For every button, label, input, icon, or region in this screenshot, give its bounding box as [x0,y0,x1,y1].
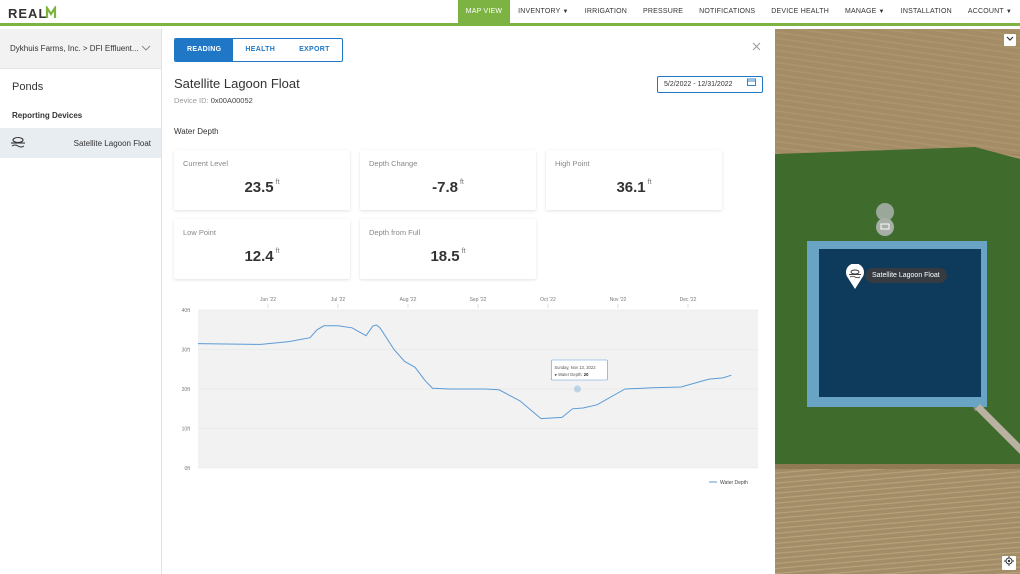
map-imagery [775,29,1020,574]
stat-card-depth-from-full: Depth from Full 18.5 ft [360,219,536,279]
stat-label: Current Level [183,159,229,168]
date-range-picker[interactable]: 5/2/2022 - 12/31/2022 [657,76,763,93]
sidebar: Dykhuis Farms, Inc. > DFI Effluent... Po… [0,29,162,574]
x-tick-label: Aug '22 [400,297,417,303]
x-tick-label: Dec '22 [680,297,697,303]
x-tick-label: Jun '22 [260,297,276,303]
device-detail-panel: READING HEALTH EXPORT Satellite Lagoon Flo… [163,29,775,574]
float-device-icon [10,136,26,150]
nav-installation[interactable]: INSTALLATION [900,8,952,15]
stat-card-depth-change: Depth Change -7.8 ft [360,150,536,210]
nav-inventory[interactable]: INVENTORY ▼ [518,8,569,15]
hover-point [573,385,581,393]
ponds-heading: Ponds [12,81,44,93]
device-id: Device ID: 0x00A00052 [174,96,253,105]
stat-value: -7.8 ft [432,179,464,196]
x-tick-label: Oct '22 [540,297,556,303]
x-tick-label: Jul '22 [331,297,346,303]
water-depth-heading: Water Depth [174,127,219,136]
nav-device-health[interactable]: DEVICE HEALTH [771,8,829,15]
tab-group: READING HEALTH EXPORT [174,38,343,62]
map-marker-label: Satellite Lagoon Float [865,268,947,283]
stat-card-current-level: Current Level 23.5 ft [174,150,350,210]
nav-manage[interactable]: MANAGE ▼ [845,8,885,15]
y-tick-label: 10ft [182,427,191,433]
stat-value: 18.5 ft [430,248,466,265]
x-tick-label: Sep '22 [470,297,487,303]
x-tick-label: Nov '22 [610,297,627,303]
chevron-down-icon [141,43,151,54]
device-label: Satellite Lagoon Float [73,138,151,148]
water-depth-chart[interactable]: 40ft 30ft 20ft 10ft 0ft Jun '22 Jul '22 Aug '22… [174,291,766,491]
stat-value: 36.1 ft [616,179,652,196]
close-icon[interactable] [752,40,761,54]
tab-health[interactable]: HEALTH [245,46,276,53]
tab-reading[interactable]: READING [175,39,234,61]
reporting-devices-heading: Reporting Devices [12,111,83,120]
y-tick-label: 20ft [182,387,191,393]
stat-value: 23.5 ft [244,179,280,196]
y-tick-label: 0ft [184,466,190,472]
map-layers-dropdown-icon[interactable] [1004,34,1016,46]
tab-export[interactable]: EXPORT [299,46,330,53]
nav-map-view[interactable]: MAP VIEW [457,0,511,24]
nav-pressure[interactable]: PRESSURE [643,8,684,15]
caret-down-icon: ▼ [878,9,885,15]
legend-label: Water Depth [720,480,748,486]
stat-label: High Point [555,159,590,168]
stat-value: 12.4 ft [244,248,280,265]
stat-label: Low Point [183,228,216,237]
stat-label: Depth Change [369,159,418,168]
device-title: Satellite Lagoon Float [174,76,300,91]
calendar-icon [747,77,756,92]
date-range-value: 5/2/2022 - 12/31/2022 [664,81,733,88]
y-tick-label: 40ft [182,308,191,314]
y-tick-label: 30ft [182,348,191,354]
top-navbar: REAL MAP VIEW INVENTORY ▼ IRRIGATION PRESSUR… [0,0,1020,26]
chart-tooltip [551,359,608,381]
breadcrumb-text: Dykhuis Farms, Inc. > DFI Effluent... [10,44,139,53]
locate-icon[interactable] [1002,556,1016,570]
tooltip-value-number: 20 [584,372,589,377]
stat-card-high-point: High Point 36.1 ft [546,150,722,210]
caret-down-icon: ▼ [1005,9,1012,15]
realm-logo[interactable]: REAL [8,6,60,20]
map-marker-secondary[interactable] [876,203,895,239]
stat-label: Depth from Full [369,228,421,237]
device-row[interactable]: Satellite Lagoon Float [0,128,161,158]
tooltip-value: ● Water Depth: 20 [554,372,589,377]
tooltip-date: Sunday, Nov 13, 2022 [554,365,596,370]
caret-down-icon: ▼ [562,9,569,15]
breadcrumb-selector[interactable]: Dykhuis Farms, Inc. > DFI Effluent... [0,29,161,69]
svg-text:REAL: REAL [8,6,47,20]
main-nav: MAP VIEW INVENTORY ▼ IRRIGATION PRESSURE NOTI… [457,0,1020,24]
series-line-water-depth [197,324,732,420]
nav-notifications[interactable]: NOTIFICATIONS [699,8,756,15]
nav-account[interactable]: ACCOUNT ▼ [967,8,1012,15]
map-marker-pin[interactable] [845,263,865,295]
satellite-map[interactable]: Satellite Lagoon Float [775,29,1020,574]
nav-irrigation[interactable]: IRRIGATION [584,8,628,15]
stat-card-low-point: Low Point 12.4 ft [174,219,350,279]
